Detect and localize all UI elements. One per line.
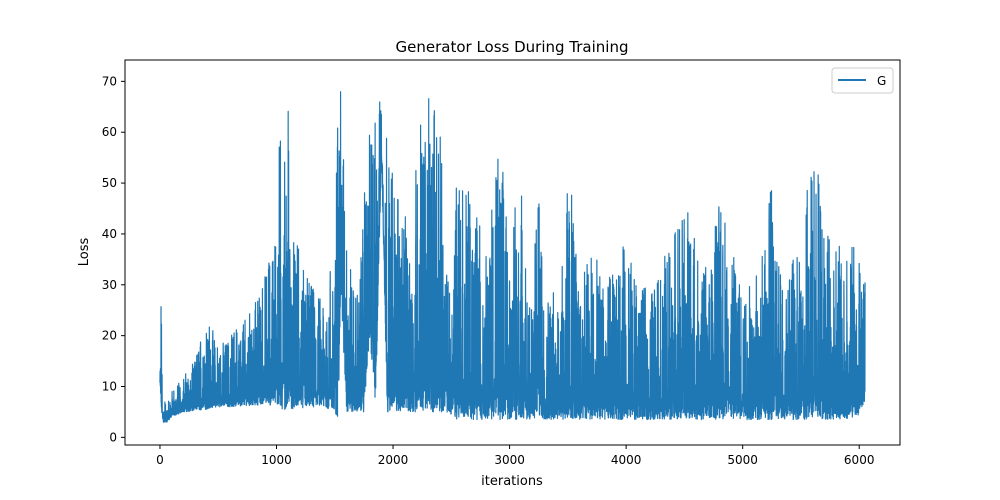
y-axis-ticks: 0 10 20 30 40 50 60 70 — [102, 74, 125, 444]
x-axis-label: iterations — [481, 474, 543, 489]
x-tick-label: 3000 — [494, 453, 525, 467]
x-tick-label: 1000 — [261, 453, 292, 467]
y-tick-label: 70 — [102, 74, 117, 88]
y-axis-label: Loss — [77, 238, 92, 267]
y-tick-label: 0 — [109, 430, 117, 444]
y-tick-label: 30 — [102, 278, 117, 292]
plot-area — [159, 91, 866, 423]
y-tick-label: 40 — [102, 227, 117, 241]
x-tick-label: 0 — [156, 453, 164, 467]
chart-title: Generator Loss During Training — [396, 38, 629, 56]
y-tick-label: 20 — [102, 329, 117, 343]
y-tick-label: 60 — [102, 125, 117, 139]
x-tick-label: 2000 — [378, 453, 409, 467]
series-group — [159, 91, 866, 423]
x-tick-label: 5000 — [727, 453, 758, 467]
legend-label-g: G — [877, 74, 886, 88]
legend: G — [831, 67, 894, 94]
y-tick-label: 10 — [102, 380, 117, 394]
series-line-g — [159, 91, 866, 423]
plot-frame — [124, 59, 901, 446]
x-tick-label: 4000 — [611, 453, 642, 467]
x-axis-ticks: 0 1000 2000 3000 4000 5000 6000 — [156, 445, 874, 467]
x-tick-label: 6000 — [844, 453, 875, 467]
y-tick-label: 50 — [102, 176, 117, 190]
